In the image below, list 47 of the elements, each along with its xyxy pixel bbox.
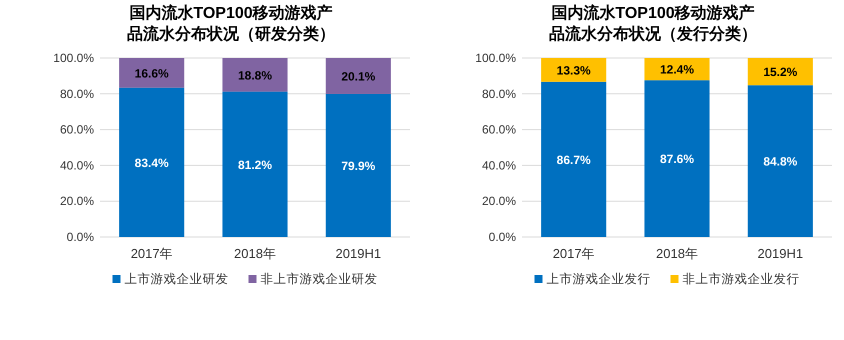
bar xyxy=(326,58,391,94)
x-tick-label: 2018年 xyxy=(656,246,698,261)
data-label: 12.4% xyxy=(660,62,694,77)
y-tick-label: 80.0% xyxy=(60,86,94,101)
y-tick-label: 0.0% xyxy=(66,230,94,244)
chart-title: 国内流水TOP100移动游戏产品流水分布状况（发行分类） xyxy=(549,3,757,43)
chart-title: 国内流水TOP100移动游戏产品流水分布状况（研发分类） xyxy=(127,3,335,43)
data-label: 86.7% xyxy=(556,152,592,167)
bar xyxy=(222,58,288,92)
bar xyxy=(541,82,606,237)
legend-label: 非上市游戏企业研发 xyxy=(260,272,378,286)
bar xyxy=(748,58,813,86)
y-tick-label: 40.0% xyxy=(482,158,516,172)
data-label: 79.9% xyxy=(341,158,376,173)
legend-label: 上市游戏企业研发 xyxy=(124,272,228,286)
y-tick-label: 60.0% xyxy=(60,122,94,137)
bar xyxy=(541,58,606,82)
bar xyxy=(119,58,184,88)
legend-label: 非上市游戏企业发行 xyxy=(682,272,800,286)
y-tick-label: 100.0% xyxy=(475,51,516,65)
bar xyxy=(119,88,184,237)
data-label: 15.2% xyxy=(763,65,798,80)
y-tick-label: 80.0% xyxy=(482,86,516,101)
data-label: 84.8% xyxy=(763,154,798,169)
legend-label: 上市游戏企业发行 xyxy=(546,272,650,286)
data-label: 20.1% xyxy=(341,69,376,84)
data-label: 13.3% xyxy=(556,63,592,78)
y-tick-label: 20.0% xyxy=(60,194,94,208)
y-tick-label: 0.0% xyxy=(488,230,516,244)
x-tick-label: 2018年 xyxy=(234,246,276,261)
y-tick-label: 60.0% xyxy=(482,122,516,137)
y-tick-label: 20.0% xyxy=(482,194,516,208)
data-label: 18.8% xyxy=(238,68,272,82)
data-label: 87.6% xyxy=(660,152,694,166)
x-tick-label: 2017年 xyxy=(130,246,173,261)
y-tick-label: 40.0% xyxy=(60,158,94,172)
bar xyxy=(748,85,813,237)
x-tick-label: 2019H1 xyxy=(336,246,382,261)
bar xyxy=(326,94,391,237)
x-tick-label: 2017年 xyxy=(552,246,595,261)
x-tick-label: 2019H1 xyxy=(758,246,804,261)
data-label: 83.4% xyxy=(134,156,170,170)
data-label: 81.2% xyxy=(238,158,272,172)
y-tick-label: 100.0% xyxy=(53,51,94,65)
bar xyxy=(222,92,288,237)
bar xyxy=(644,80,710,237)
data-label: 16.6% xyxy=(134,66,170,80)
